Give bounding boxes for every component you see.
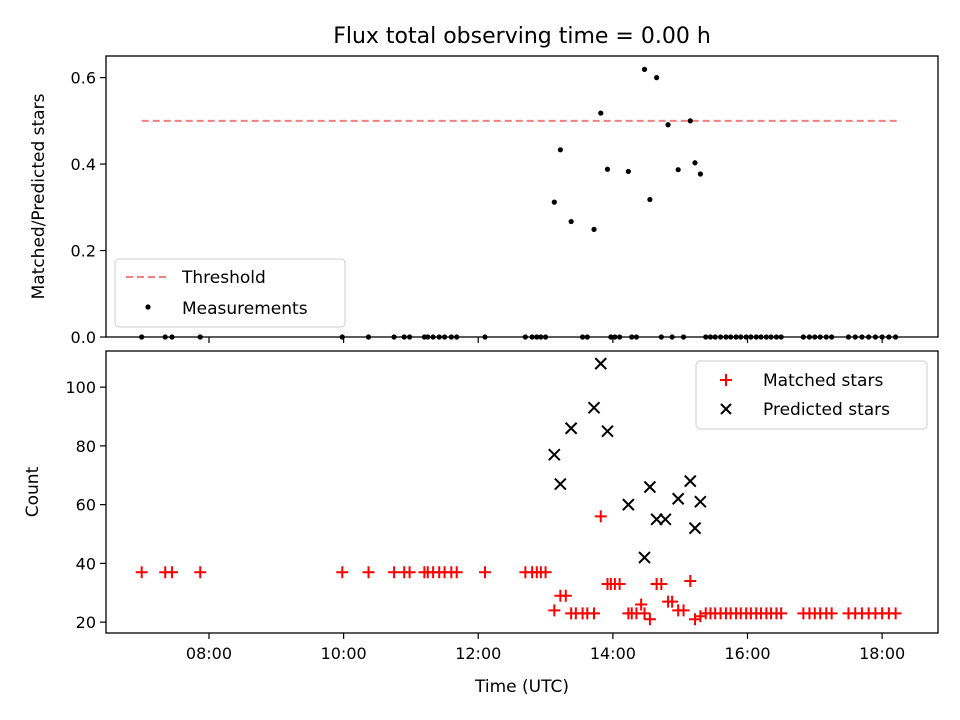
matched-star-point [688,613,701,626]
predicted-star-point [694,495,707,508]
measurement-point [568,218,574,225]
matched-star-point [684,575,697,588]
matched-star-point [403,566,416,579]
matched-star-point [135,566,148,579]
ratio-ytick-label: 0.6 [71,69,96,88]
count-ytick-label: 40 [76,554,96,573]
count-panel-frame [105,350,939,634]
matched-star-point [825,607,838,620]
count-panel-ticks: 20 40 60 80 100 08:00 10:00 12:00 14:00 16:00 18:0… [65,378,905,663]
legend-predicted-swatch [720,403,732,415]
ratio-y-axis-label: Matched/Predicted stars [29,93,49,299]
matched-star-point [666,595,679,608]
ratio-ytick-label: 0.2 [71,242,96,261]
count-ytick-label: 20 [76,613,96,632]
count-ytick-label: 60 [76,496,96,515]
matched-star-point [478,566,491,579]
matched-star-point [643,613,656,626]
measurement-point [604,166,611,172]
count-ytick-label: 80 [76,437,96,456]
predicted-star-point [587,401,601,414]
measurement-point [692,160,698,166]
count-xtick-label: 10:00 [321,644,367,663]
predicted-star-point [643,480,657,494]
matched-star-point [165,566,178,579]
measurement-point [697,171,703,177]
legend-measurements-swatch [145,304,151,310]
ratio-panel-ticks: 0.0 0.2 0.4 0.6 [71,69,883,347]
matched-star-point [775,607,788,620]
count-xtick-label: 08:00 [186,644,232,663]
legend-measurements-label: Measurements [182,299,308,319]
count-panel: 20 40 60 80 100 08:00 10:00 12:00 14:00 16:00 18:0… [23,350,939,697]
predicted-star-point [688,521,702,535]
count-xtick-label: 12:00 [455,644,501,663]
measurement-point [654,75,660,81]
measurement-point [641,66,648,73]
matched-stars-points [135,510,902,626]
measurement-point [591,226,597,232]
measurement-point [625,168,631,175]
matched-star-point [450,566,463,579]
chart-title: Flux total observing time = 0.00 h [333,24,711,49]
predicted-star-point [671,492,685,505]
matched-star-point [889,607,902,620]
count-xtick-label: 16:00 [724,644,770,663]
ratio-panel: 0.0 0.2 0.4 0.6 Matched/Predicted stars Thr… [29,55,939,347]
predicted-star-point [554,477,567,491]
measurement-point [675,167,681,173]
predicted-star-point [659,513,672,526]
predicted-stars-points [548,357,707,564]
x-axis-label: Time (UTC) [474,677,569,697]
matched-star-point [613,577,626,590]
legend-threshold-label: Threshold [181,268,266,288]
matched-star-point [559,589,572,602]
predicted-star-point [650,513,663,526]
matched-star-point [588,607,601,620]
count-xtick-label: 14:00 [590,644,636,663]
matched-star-point [694,610,707,623]
matched-star-point [539,566,552,579]
matched-star-point [194,566,207,579]
matched-star-point [336,566,349,579]
ratio-ytick-label: 0.4 [71,155,96,174]
count-ytick-label: 100 [65,378,96,397]
matched-star-point [594,510,607,523]
measurement-point [598,110,604,116]
matched-star-point [388,566,401,579]
predicted-star-point [594,357,607,370]
matched-star-point [362,566,375,579]
count-legend-box [695,360,928,430]
predicted-star-point [548,448,561,461]
count-legend: Matched stars Predicted stars [695,360,928,430]
measurement-point [557,147,563,153]
matched-star-point [548,604,561,617]
legend-matched-label: Matched stars [763,371,883,391]
ratio-panel-frame [105,55,939,338]
measurement-point [647,196,653,203]
measurement-point [665,122,671,128]
measurement-point [687,118,693,124]
ratio-ytick-label: 0.0 [71,328,96,347]
legend-predicted-label: Predicted stars [763,400,890,420]
predicted-star-point [684,474,697,488]
ratio-legend: Threshold Measurements [114,258,346,328]
matched-star-point [677,604,690,617]
legend-matched-swatch [720,374,732,386]
measurement-point [551,199,557,205]
matched-star-point [638,607,651,620]
predicted-star-point [601,424,614,438]
count-xtick-label: 18:00 [859,644,905,663]
predicted-star-point [638,551,651,564]
matched-star-point [635,598,648,611]
count-y-axis-label: Count [23,466,43,517]
matched-star-point [655,577,668,590]
predicted-star-point [564,422,578,435]
predicted-star-point [622,498,635,511]
ratio-legend-box [114,258,346,328]
